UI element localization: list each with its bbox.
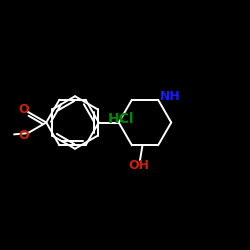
Text: O: O	[18, 128, 29, 141]
Text: HCl: HCl	[108, 112, 134, 126]
Text: NH: NH	[160, 90, 181, 102]
Text: OH: OH	[128, 159, 149, 172]
Text: O: O	[18, 104, 29, 117]
